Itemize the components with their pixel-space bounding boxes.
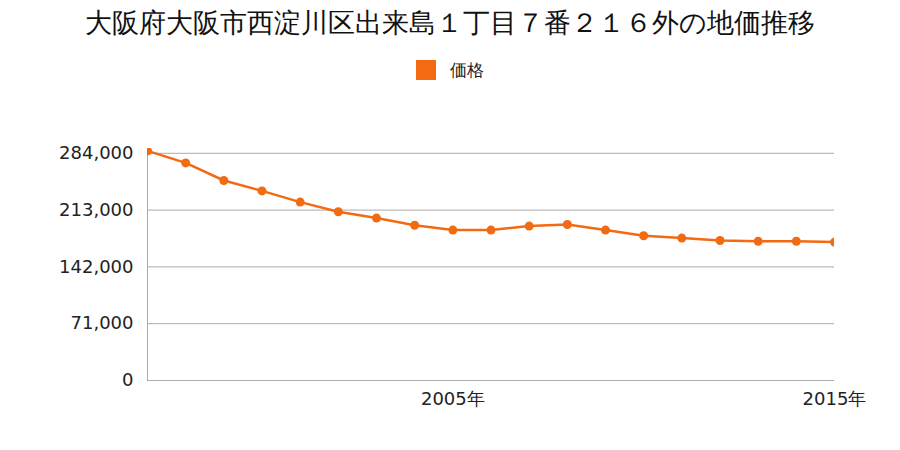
svg-text:2015年: 2015年 xyxy=(803,388,867,409)
svg-text:284,000: 284,000 xyxy=(59,142,133,163)
html-text:大阪府大阪市西淀川区出来島１丁目７番２１６外の地価推移: 大阪府大阪市西淀川区出来島１丁目７番２１６外の地価推移 xyxy=(85,7,815,38)
svg-text:71,000: 71,000 xyxy=(71,312,134,333)
svg-text:142,000: 142,000 xyxy=(59,256,133,277)
svg-text:213,000: 213,000 xyxy=(59,199,133,220)
svg-text:0: 0 xyxy=(122,369,133,390)
html-text:価格: 価格 xyxy=(450,59,484,80)
svg-text:2005年: 2005年 xyxy=(421,388,485,409)
